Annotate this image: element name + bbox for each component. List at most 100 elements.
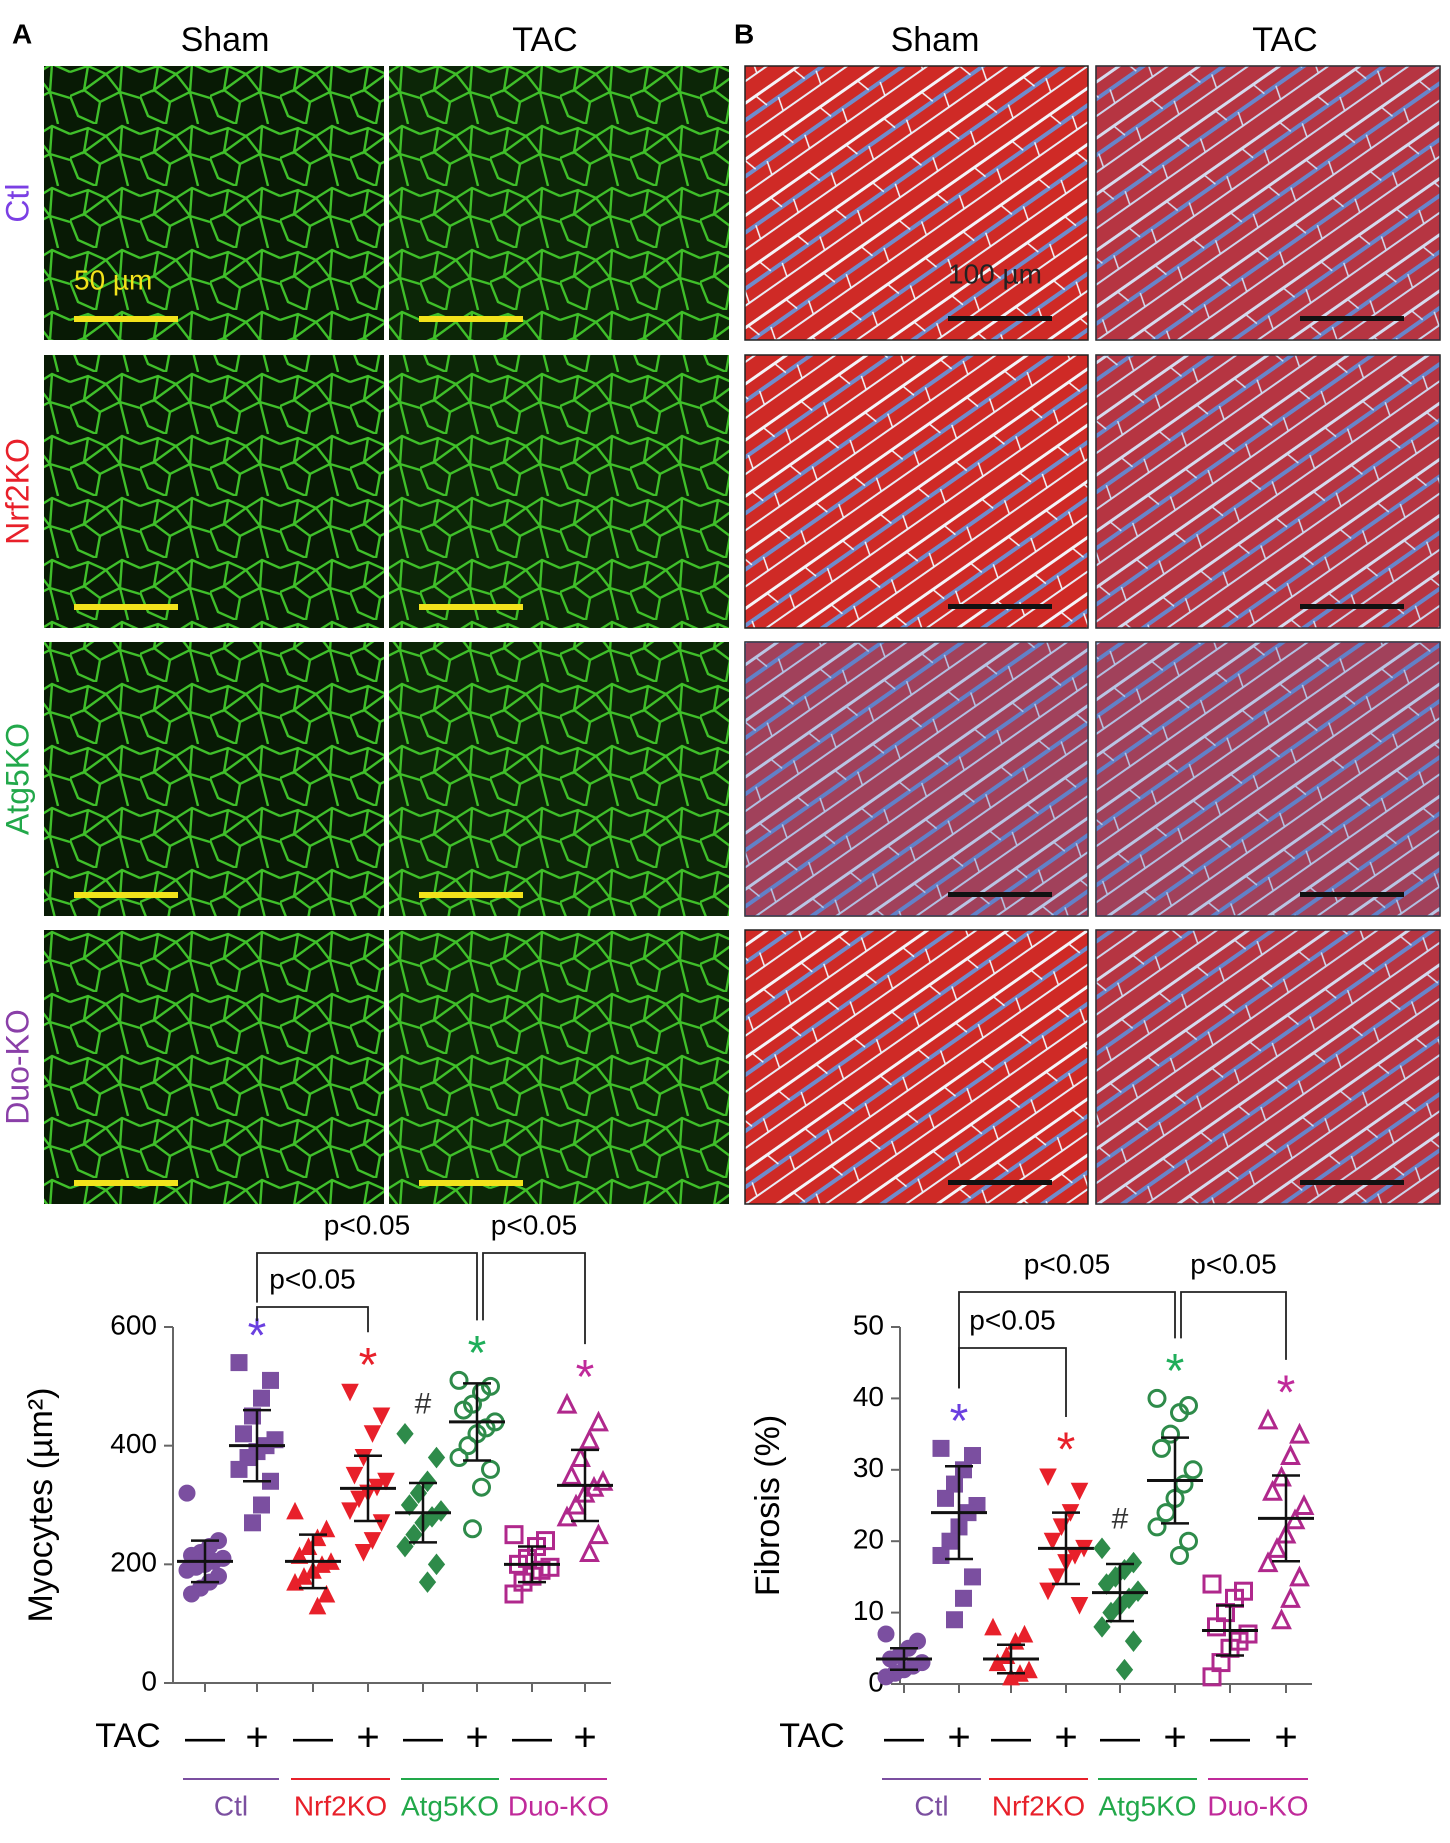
data-point xyxy=(588,1523,609,1545)
tac-sign: — xyxy=(884,1716,924,1760)
data-point xyxy=(1115,1658,1134,1681)
micrograph xyxy=(744,929,1089,1205)
data-point xyxy=(1202,1667,1222,1687)
comparison-bracket xyxy=(958,1347,1067,1417)
row-label: Ctl xyxy=(0,183,35,222)
group-label: Atg5KO xyxy=(401,1790,499,1821)
data-point xyxy=(504,1525,524,1545)
significance-mark: * xyxy=(1166,1345,1185,1398)
micrograph xyxy=(44,355,384,628)
column-header: Sham xyxy=(891,21,980,59)
tac-sign: — xyxy=(512,1716,552,1760)
comparison-label: p<0.05 xyxy=(324,1209,410,1240)
data-point xyxy=(1280,1586,1301,1608)
error-bar xyxy=(1216,1604,1244,1657)
data-point xyxy=(418,1571,437,1593)
x-axis-label: TAC xyxy=(779,1717,844,1755)
y-tick-label: 20 xyxy=(853,1524,884,1555)
scale-bar xyxy=(948,892,1052,897)
data-point xyxy=(286,1573,304,1591)
scale-bar xyxy=(1300,604,1404,609)
data-point xyxy=(1289,1565,1310,1587)
data-point xyxy=(1202,1574,1222,1594)
comparison-label: p<0.05 xyxy=(269,1263,355,1294)
data-point xyxy=(1293,1494,1315,1515)
micrograph xyxy=(44,66,384,340)
data-point xyxy=(579,1428,600,1450)
data-point xyxy=(932,1546,950,1564)
row-label: Atg5KO xyxy=(0,723,35,835)
y-tick-label: 200 xyxy=(110,1547,157,1578)
data-point xyxy=(877,1668,895,1686)
panel-letter: A xyxy=(12,18,32,49)
comparison-bracket xyxy=(256,1252,478,1321)
y-tick-label: 50 xyxy=(853,1309,884,1340)
group-label: Duo-KO xyxy=(508,1790,609,1821)
y-tick-label: 600 xyxy=(110,1309,157,1340)
error-bar xyxy=(463,1382,491,1462)
scale-bar xyxy=(419,892,523,898)
data-point xyxy=(317,1519,336,1538)
data-point xyxy=(1070,1596,1089,1615)
micrograph xyxy=(44,642,384,916)
data-point xyxy=(317,1584,336,1603)
scale-bar xyxy=(419,604,523,610)
data-point xyxy=(313,1555,331,1573)
group-label: Ctl xyxy=(214,1790,248,1821)
comparison-label: p<0.05 xyxy=(1024,1248,1110,1279)
scale-bar xyxy=(1300,1180,1404,1185)
row-label: Nrf2KO xyxy=(0,438,35,545)
data-point xyxy=(1124,1630,1143,1652)
data-point xyxy=(427,1446,446,1469)
data-point xyxy=(1183,1460,1203,1480)
data-point xyxy=(363,1532,382,1550)
micrograph xyxy=(744,641,1089,917)
tac-sign: + xyxy=(947,1716,970,1760)
micrograph xyxy=(1095,929,1441,1205)
data-point xyxy=(1280,1444,1301,1466)
scale-label: 50 µm xyxy=(74,264,152,295)
micrograph xyxy=(1095,354,1441,629)
data-point xyxy=(1170,1403,1189,1423)
data-point xyxy=(1170,1545,1189,1565)
collagen-overlay xyxy=(745,642,1088,916)
collagen-overlay xyxy=(1096,642,1440,916)
group-label: Ctl xyxy=(914,1790,948,1821)
data-point xyxy=(262,1371,279,1389)
tac-sign: — xyxy=(293,1716,333,1760)
error-bar xyxy=(243,1408,271,1483)
data-point xyxy=(1147,1517,1167,1537)
data-point xyxy=(481,1459,500,1479)
tac-sign: — xyxy=(185,1716,225,1760)
data-point xyxy=(345,1466,364,1485)
data-point xyxy=(1289,1422,1310,1444)
micrograph xyxy=(744,354,1089,629)
data-point xyxy=(405,1523,423,1546)
significance-mark: * xyxy=(359,1339,378,1392)
data-point xyxy=(472,1477,491,1497)
significance-mark: * xyxy=(576,1351,595,1404)
significance-mark: * xyxy=(468,1327,487,1380)
data-point xyxy=(877,1625,895,1643)
row-label: Duo-KO xyxy=(0,1009,35,1125)
error-bar xyxy=(1106,1562,1134,1623)
data-point xyxy=(561,1463,582,1485)
y-tick-label: 400 xyxy=(110,1428,157,1459)
data-point xyxy=(400,1494,419,1516)
data-point xyxy=(341,1383,359,1402)
scale-label: 100 µm xyxy=(948,258,1042,289)
y-tick-label: 10 xyxy=(853,1595,884,1626)
scale-bar xyxy=(1300,316,1404,321)
data-point xyxy=(583,1475,605,1497)
scale-bar xyxy=(74,316,178,322)
data-point xyxy=(244,1514,261,1532)
tac-sign: + xyxy=(245,1716,268,1760)
tac-sign: + xyxy=(573,1716,596,1760)
data-point xyxy=(556,1392,578,1414)
data-point xyxy=(592,1469,614,1491)
tac-sign: + xyxy=(1274,1716,1297,1760)
data-point xyxy=(504,1584,524,1604)
panel-letter: B xyxy=(734,18,754,49)
data-point xyxy=(1179,1531,1198,1551)
comparison-label: p<0.05 xyxy=(1190,1248,1276,1279)
